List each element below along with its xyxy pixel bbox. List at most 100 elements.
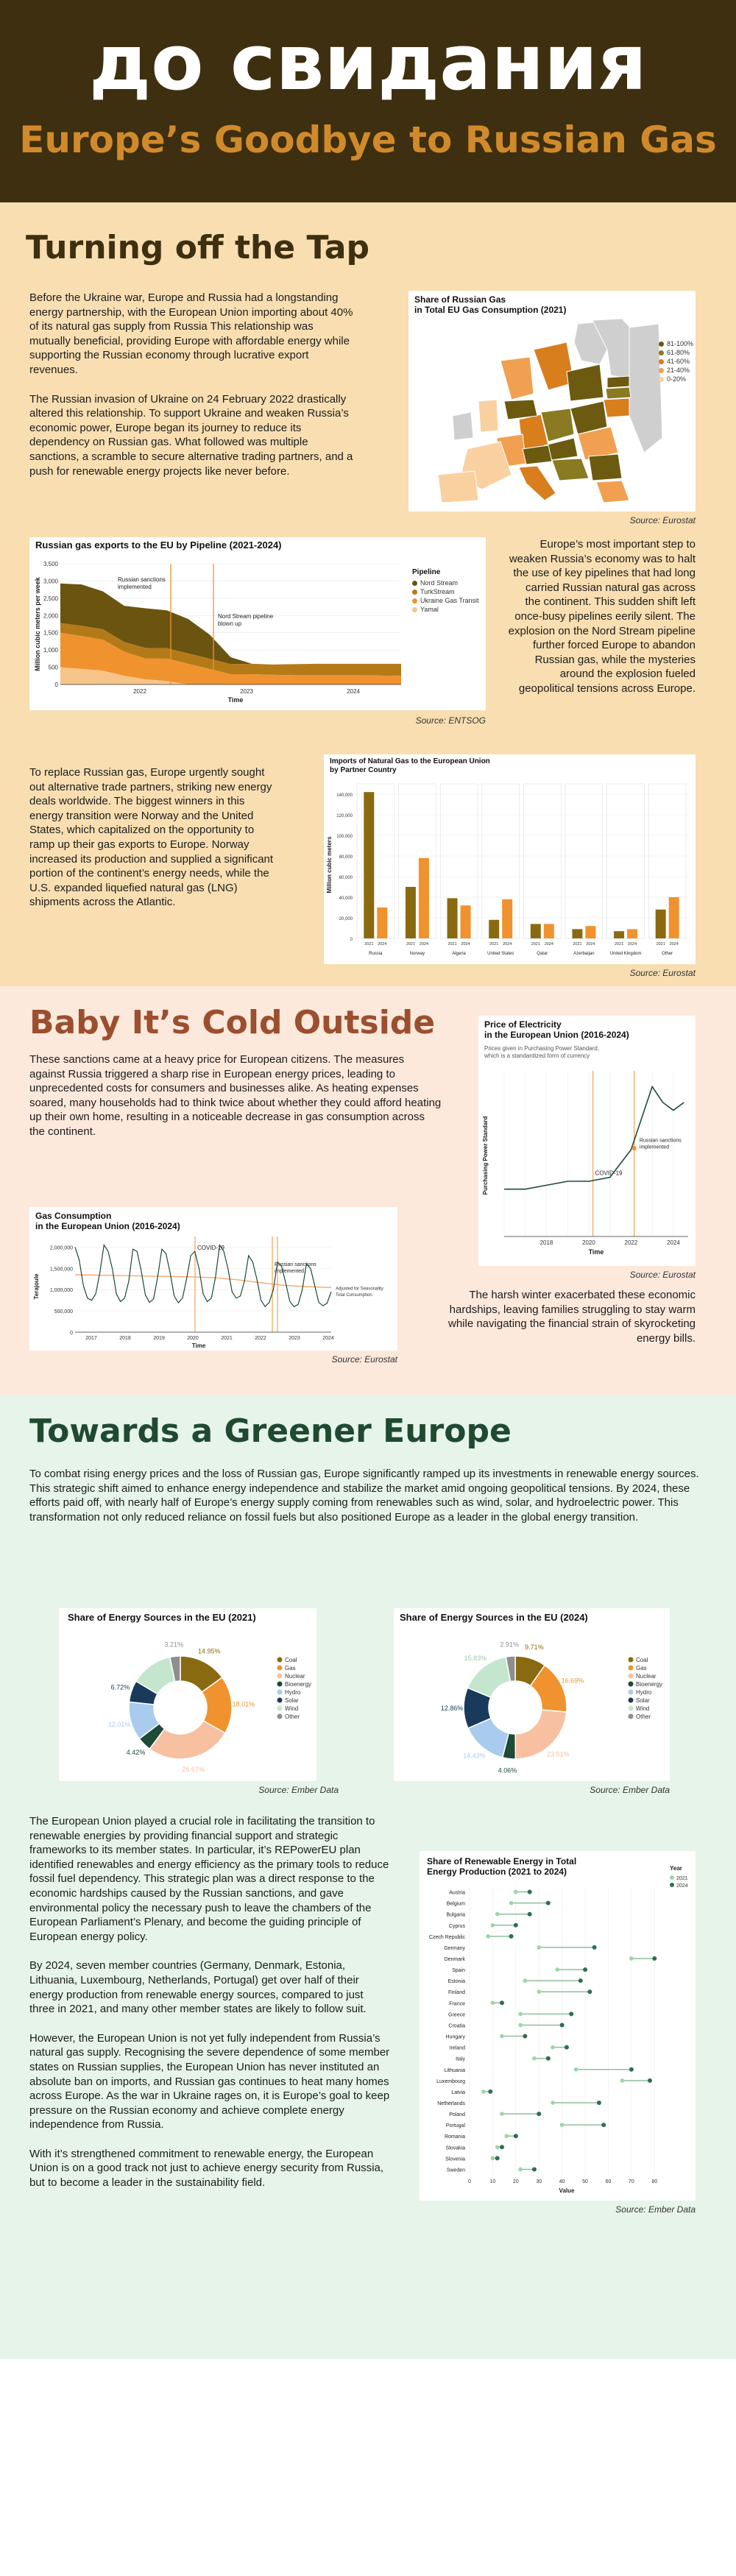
paragraph: With it’s strengthened commitment to ren… (29, 2147, 384, 2190)
bar-2021 (572, 929, 583, 938)
country-shape (452, 411, 474, 441)
point-2024 (499, 2000, 504, 2006)
slice-value-label: 3.21% (164, 1641, 183, 1648)
facet-panel (356, 783, 394, 939)
point-2021 (551, 2101, 555, 2105)
slice-value-label: 14.95% (198, 1647, 221, 1655)
category-label: Spain (452, 1968, 465, 1973)
country-shape (603, 397, 630, 418)
slice-value-label: 16.69% (562, 1677, 584, 1685)
legend-swatch (277, 1705, 283, 1711)
category-label: Bulgaria (446, 1913, 465, 1918)
annotation: blown up (218, 620, 242, 627)
point-2024 (495, 2156, 500, 2161)
legend-swatch (659, 367, 664, 373)
y-axis-label: Purchasing Power Standard (482, 1117, 489, 1195)
area-series-yamal (60, 667, 401, 684)
category-label: Denmark (445, 1957, 466, 1962)
y-tick-label: 0 (70, 1331, 73, 1336)
legend-label: 21-40% (667, 367, 690, 374)
x-tick-label: 2021 (221, 1336, 233, 1341)
europe-map (423, 318, 663, 504)
slice-value-label: 23.51% (547, 1750, 570, 1758)
point-2021 (555, 1967, 560, 1972)
point-2021 (495, 1911, 500, 1917)
point-2024 (578, 1978, 583, 1984)
section-heading: Turning off the Tap (26, 229, 369, 266)
legend-label: Bioenergy (636, 1681, 662, 1688)
x-tick-label: 0 (468, 2179, 471, 2184)
paragraph: These sanctions came at a heavy price fo… (29, 1053, 442, 1138)
point-2021 (518, 2023, 523, 2028)
facet-panel (648, 783, 687, 939)
point-2024 (513, 1922, 518, 1928)
country-shape (577, 426, 619, 461)
legend-label: 81-100% (667, 340, 694, 347)
y-tick-label: 0 (350, 938, 353, 942)
section-cold-outside: Baby It’s Cold Outside These sanctions c… (0, 986, 736, 1395)
category-label: Russia (369, 952, 383, 956)
annotation: implemented (275, 1269, 304, 1274)
annotation: implemented (640, 1144, 669, 1150)
slice-value-label: 14.43% (463, 1752, 486, 1760)
chart-title: Share of Energy Sources in the EU (2024) (400, 1612, 588, 1623)
point-2024 (531, 2167, 537, 2172)
y-tick-label: 2,000 (43, 612, 59, 619)
source-label: Source: Ember Data (590, 1785, 670, 1795)
legend-item: Ukraine Gas Transit (412, 596, 479, 605)
x-tick-label: 2024 (586, 942, 595, 946)
price-series-line (504, 1085, 684, 1190)
legend-label: Solar (285, 1697, 299, 1704)
chart-title: Price of Electricity in the European Uni… (484, 1019, 629, 1040)
y-tick-label: 80,000 (339, 855, 353, 860)
x-tick-label: 2024 (667, 1239, 680, 1246)
point-2021 (490, 2000, 495, 2006)
point-2024 (629, 2067, 634, 2072)
source-label: Source: Ember Data (258, 1785, 339, 1795)
country-shape (500, 356, 534, 400)
point-2021 (551, 2045, 555, 2050)
energy-donut-2024: 9.71% 16.69% 23.51% 4.06% 14.43% 12.86% 15.83%… (441, 1641, 662, 1774)
x-tick-label: 80 (651, 2179, 657, 2184)
page-footer-space (0, 2359, 736, 2576)
legend-item: Nord Stream (412, 578, 479, 587)
x-axis-label: Value (559, 2187, 575, 2194)
paragraph: To combat rising energy prices and the l… (29, 1468, 699, 1524)
source-label: Source: ENTSOG (415, 715, 486, 726)
x-tick-label: 50 (582, 2179, 588, 2184)
point-2021 (490, 1922, 495, 1928)
paragraph: By 2024, seven member countries (Germany… (29, 1959, 367, 2016)
donut-slice-other (505, 1655, 516, 1682)
point-2024 (537, 2112, 542, 2117)
category-label: Poland (449, 2112, 465, 2117)
point-2021 (518, 2011, 523, 2017)
series-label: Adjusted for Seasonality (336, 1287, 383, 1291)
pipeline-legend: Nord Stream TurkStream Ukraine Gas Transit… (412, 578, 479, 614)
annotation: implemented (118, 584, 152, 590)
category-label: Netherlands (437, 2101, 465, 2106)
map-chart-card: Share of Russian Gas in Total EU Gas Con… (408, 291, 696, 512)
x-tick-label: 2022 (255, 1336, 266, 1341)
legend-swatch (659, 341, 664, 347)
point-2024 (592, 1945, 597, 1950)
y-axis-label: Million cubic meters per week (34, 576, 41, 671)
y-tick-label: 20,000 (339, 917, 353, 921)
point-2021 (537, 1945, 542, 1950)
category-label: Slovenia (445, 2156, 465, 2162)
legend-swatch (670, 1875, 674, 1880)
annotation: Russian sanctions (118, 576, 166, 583)
point-2024 (587, 1989, 592, 1995)
point-2024 (583, 1967, 588, 1972)
legend-label: 0-20% (667, 375, 687, 383)
facet-panel (565, 783, 604, 939)
legend-swatch (277, 1673, 283, 1679)
x-tick-label: 2018 (119, 1336, 131, 1341)
donut-chart-card-2024: Share of Energy Sources in the EU (2024)… (394, 1608, 670, 1781)
bar-2024 (460, 905, 471, 938)
chart-subtitle: Prices given in Purchasing Power Standar… (484, 1045, 600, 1059)
legend-swatch (277, 1713, 283, 1719)
legend-label: Nuclear (285, 1673, 305, 1680)
legend-label: Bioenergy (285, 1681, 311, 1688)
paragraph: The European Union played a crucial role… (29, 1815, 389, 1943)
country-shape (606, 375, 630, 389)
